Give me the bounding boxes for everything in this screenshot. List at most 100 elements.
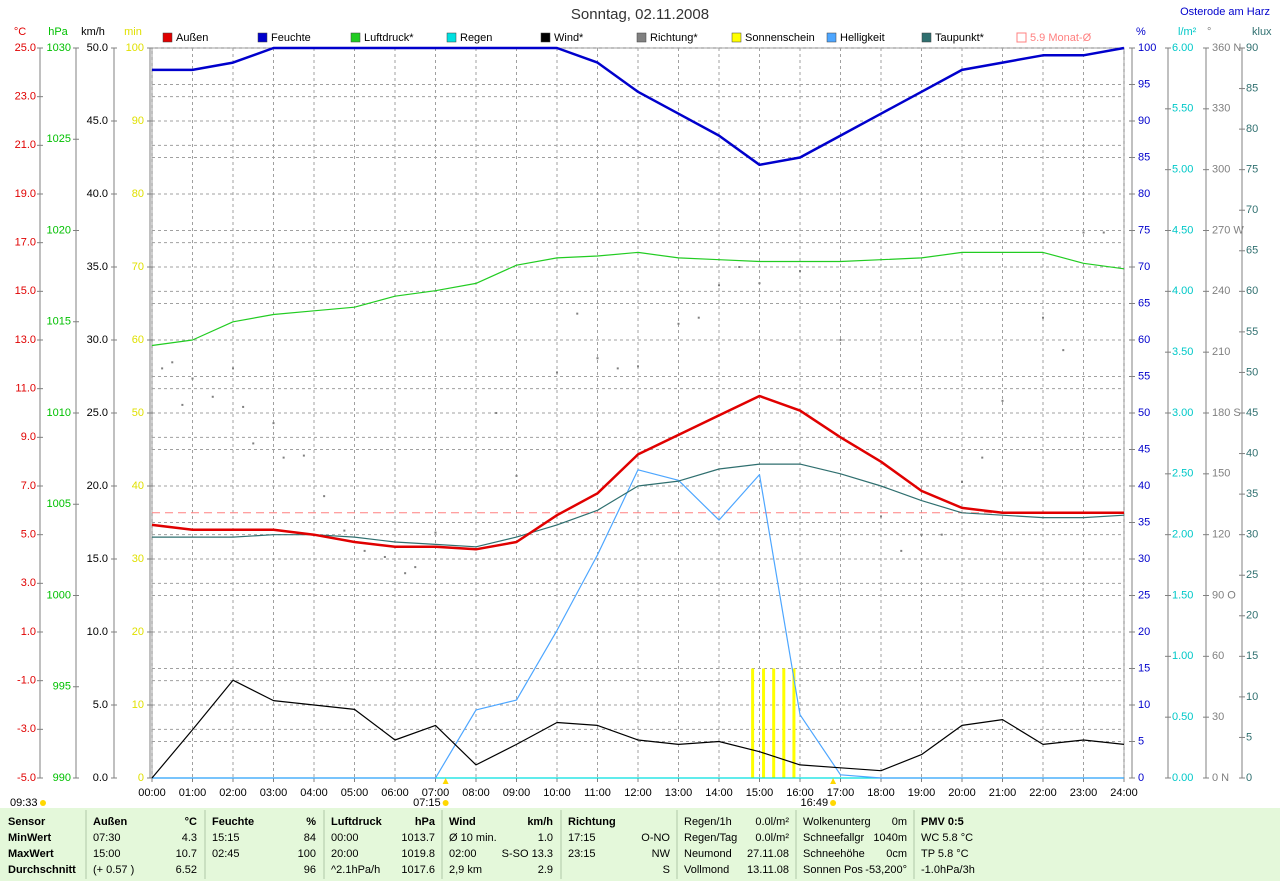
direction-dot: [677, 322, 680, 325]
y-tick-label: 20.0: [87, 480, 108, 492]
y-tick-label: 30: [132, 553, 144, 565]
y-tick-label: 11.0: [15, 383, 36, 395]
x-tick-label: 03:00: [260, 787, 288, 799]
direction-dot: [515, 474, 518, 477]
series-line: [151, 394, 1124, 551]
y-tick-label: 4.00: [1172, 285, 1193, 297]
y-tick-label: 0 N: [1212, 772, 1229, 784]
y-tick-label: 300: [1212, 164, 1230, 176]
y-tick-label: 1025: [47, 133, 71, 145]
y-tick-label: -5.0: [17, 772, 36, 784]
x-tick-label: 20:00: [948, 787, 976, 799]
sunshine-bar: [792, 668, 796, 778]
x-tick-label: 01:00: [179, 787, 207, 799]
y-tick-label: 7.0: [21, 480, 36, 492]
y-tick-label: 90: [1246, 42, 1258, 54]
y-tick-label: 17.0: [15, 237, 36, 249]
y-tick-label: 50: [132, 407, 144, 419]
y-tick-label: 1015: [47, 316, 71, 328]
y-tick-label: 330: [1212, 103, 1230, 115]
table-cell: 2.9: [538, 864, 553, 876]
axis-label: hPa: [48, 26, 68, 38]
direction-dot: [576, 312, 579, 315]
x-tick-label: 02:00: [219, 787, 247, 799]
y-tick-label: 30: [1138, 553, 1150, 565]
direction-dot: [1001, 399, 1004, 402]
direction-dot: [1062, 349, 1065, 352]
y-tick-label: 1030: [47, 42, 71, 54]
direction-dot: [1042, 316, 1044, 319]
series-line: [151, 679, 1125, 779]
y-tick-label: -1.0: [17, 675, 36, 687]
y-tick-label: 1000: [47, 589, 71, 601]
y-tick-label: 45: [1138, 443, 1150, 455]
y-tick-label: 75: [1138, 224, 1150, 236]
chart-title: Sonntag, 02.11.2008: [571, 6, 709, 23]
y-tick-label: 40.0: [87, 188, 108, 200]
y-tick-label: 13.0: [15, 334, 36, 346]
table-cell: Wind: [449, 816, 476, 828]
axis-label: klux: [1252, 26, 1272, 38]
table-cell: TP 5.8 °C: [921, 848, 969, 860]
y-tick-label: 990: [53, 772, 71, 784]
direction-dot: [839, 339, 842, 341]
x-tick-label: 00:00: [138, 787, 166, 799]
table-cell: Ø 10 min.: [449, 832, 497, 844]
table-cell: -53,200°: [865, 864, 907, 876]
table-cell: 17:15: [568, 832, 596, 844]
direction-dot: [799, 270, 801, 273]
y-tick-label: 100: [1138, 42, 1156, 54]
y-tick-label: 4.50: [1172, 224, 1193, 236]
y-tick-label: 55: [1138, 370, 1150, 382]
y-tick-label: 55: [1246, 326, 1258, 338]
sunshine-bar: [772, 668, 776, 778]
time-marker: [40, 800, 46, 806]
x-tick-label: 06:00: [381, 787, 409, 799]
axis-label: °: [1207, 26, 1211, 38]
y-tick-label: 95: [1138, 78, 1150, 90]
direction-dot: [758, 282, 761, 285]
y-tick-label: 23.0: [15, 91, 36, 103]
y-tick-label: 90 O: [1212, 589, 1236, 601]
direction-dot: [404, 572, 407, 575]
y-tick-label: 3.0: [21, 577, 36, 589]
table-cell: ^2.1hPa/h: [331, 864, 380, 876]
table-cell: 02:00: [449, 848, 477, 860]
x-tick-label: 07:00: [422, 787, 450, 799]
y-tick-label: 60: [1138, 334, 1150, 346]
direction-dot: [697, 316, 700, 319]
direction-dot: [211, 395, 214, 398]
sunrise-marker: [442, 778, 449, 784]
table-cell: MinWert: [8, 832, 52, 844]
y-tick-label: 50.0: [87, 42, 108, 54]
direction-dot: [272, 422, 275, 425]
direction-dot: [161, 367, 164, 370]
direction-dot: [880, 515, 882, 518]
table-cell: (+ 0.57 ): [93, 864, 134, 876]
y-tick-label: 240: [1212, 285, 1230, 297]
table-cell: S-SO 13.3: [502, 848, 553, 860]
y-tick-label: 0.0: [93, 772, 108, 784]
y-tick-label: 3.50: [1172, 346, 1193, 358]
y-tick-label: 5: [1138, 735, 1144, 747]
y-tick-label: 0.00: [1172, 772, 1193, 784]
direction-dot: [616, 367, 619, 370]
y-tick-label: 40: [1138, 480, 1150, 492]
y-tick-label: 2.00: [1172, 529, 1193, 541]
table-cell: °C: [185, 816, 197, 828]
y-tick-label: 50: [1138, 407, 1150, 419]
legend-label: Regen: [460, 32, 492, 44]
table-cell: O-NO: [641, 832, 670, 844]
direction-dot: [961, 480, 963, 483]
y-tick-label: 80: [1138, 188, 1150, 200]
direction-dot: [920, 533, 923, 536]
table-cell: 1040m: [873, 832, 907, 844]
y-tick-label: 0.50: [1172, 711, 1193, 723]
y-tick-label: 1010: [47, 407, 71, 419]
x-tick-label: 15:00: [746, 787, 774, 799]
y-tick-label: 360 N: [1212, 42, 1241, 54]
table-cell: 15:00: [93, 848, 121, 860]
axis-label: %: [1136, 26, 1146, 38]
axis-label: °C: [14, 26, 26, 38]
y-tick-label: 0: [1138, 772, 1144, 784]
